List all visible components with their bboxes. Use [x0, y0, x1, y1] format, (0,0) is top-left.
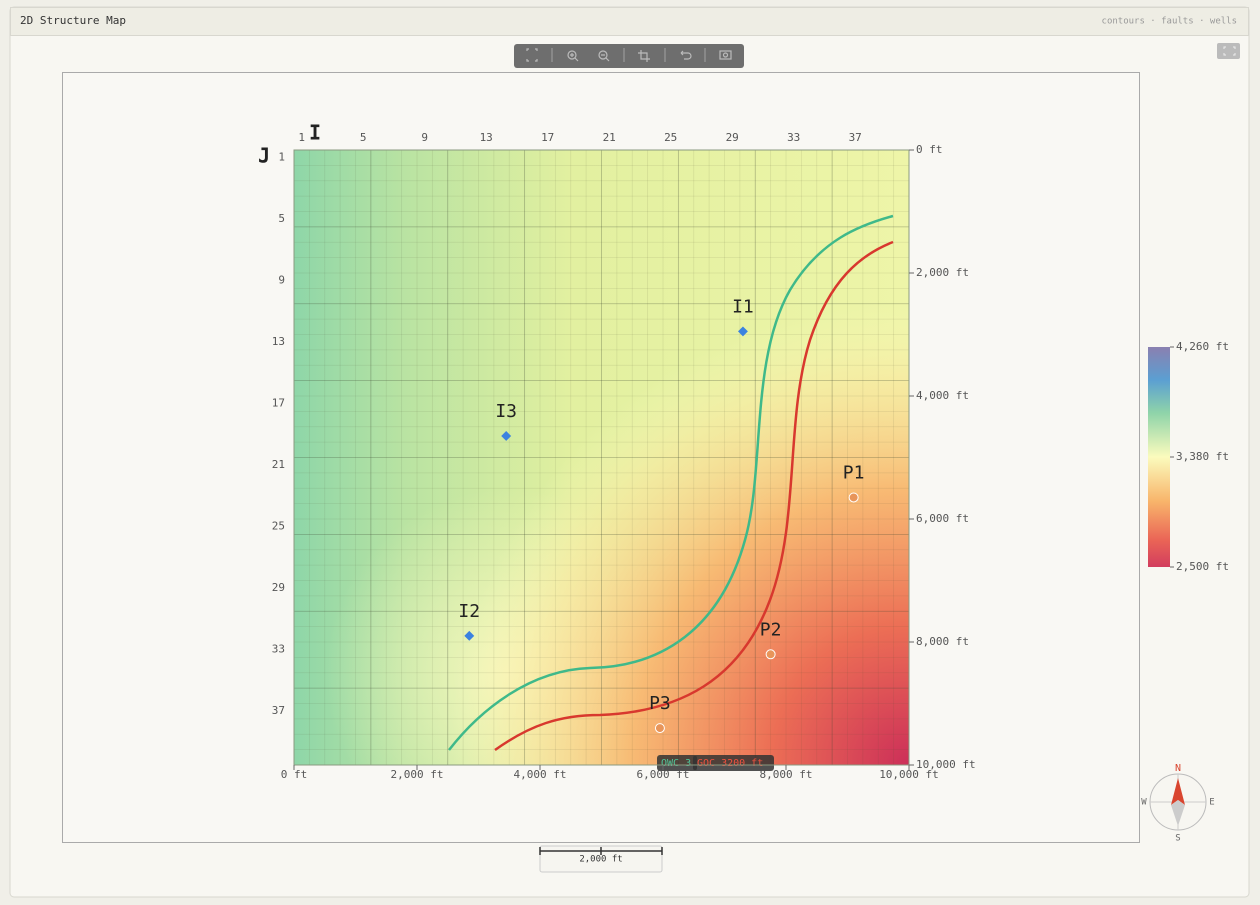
y-tick-label: 2,000 ft [916, 266, 969, 279]
scale-label: 2,000 ft [579, 855, 622, 865]
i-tick-label: 9 [421, 131, 428, 144]
x-tick-label: 0 ft [281, 768, 308, 781]
cell-grid [293, 149, 910, 766]
producer-well [848, 492, 859, 503]
fullscreen-button[interactable] [1217, 43, 1240, 59]
i-tick-label: 17 [541, 131, 554, 144]
producer-well [765, 649, 776, 660]
j-tick-label: 21 [272, 458, 285, 471]
owc-contour [448, 214, 894, 751]
goc-contour [494, 240, 894, 752]
map-border [293, 149, 910, 766]
x-tick-label: 6,000 ft [637, 768, 690, 781]
colorbar [1148, 347, 1170, 567]
owc-label-box [657, 755, 697, 771]
well-label: I2 [458, 601, 480, 622]
colorbar-tick-label: 3,380 ft [1176, 450, 1229, 463]
y-tick-label: 10,000 ft [916, 758, 976, 771]
i-tick-label: 33 [787, 131, 800, 144]
x-tick-label: 4,000 ft [514, 768, 567, 781]
well-label: I3 [495, 401, 517, 422]
y-tick-label: 0 ft [916, 143, 943, 156]
compass [1149, 773, 1207, 831]
zoom-out[interactable] [598, 50, 610, 62]
i-tick-label: 37 [849, 131, 862, 144]
compass-e: E [1209, 798, 1214, 808]
j-tick-label: 9 [278, 274, 285, 287]
i-tick-label: 29 [726, 131, 739, 144]
colorbar-tick-label: 4,260 ft [1176, 340, 1229, 353]
i-tick-label: 25 [664, 131, 677, 144]
j-tick-label: 29 [272, 581, 285, 594]
scale-bar [539, 845, 663, 873]
j-tick-label: 1 [278, 151, 285, 164]
header-bar [10, 7, 1249, 36]
well-label: P1 [843, 462, 865, 483]
j-axis-label: J [258, 144, 270, 168]
well-label: I1 [732, 296, 754, 317]
well-label: P3 [649, 693, 671, 714]
crop[interactable] [638, 50, 650, 62]
zoom-in[interactable] [567, 50, 579, 62]
undo[interactable] [680, 50, 692, 60]
title: 2D Structure Map [20, 14, 126, 27]
snapshot[interactable] [719, 50, 732, 60]
i-tick-label: 5 [360, 131, 367, 144]
layers: contours · faults · wells [1102, 17, 1237, 27]
j-tick-label: 25 [272, 520, 285, 533]
compass-s: S [1175, 834, 1180, 844]
i-tick-label: 1 [298, 131, 305, 144]
i-tick-label: 13 [480, 131, 493, 144]
y-tick-label: 4,000 ft [916, 389, 969, 402]
producer-well [654, 723, 665, 734]
i-tick-label: 21 [603, 131, 616, 144]
well-label: P2 [760, 619, 782, 640]
injector-well [738, 326, 748, 337]
x-tick-label: 8,000 ft [760, 768, 813, 781]
y-tick-label: 6,000 ft [916, 512, 969, 525]
injector-well [464, 630, 475, 641]
x-tick-label: 2,000 ft [391, 768, 444, 781]
structure-surface [294, 150, 909, 765]
owc-label: OWC 3 [661, 758, 691, 769]
goc-label-box [693, 755, 774, 771]
compass-n: N [1175, 763, 1181, 774]
y-tick-label: 8,000 ft [916, 635, 969, 648]
x-tick-label: 10,000 ft [879, 768, 939, 781]
j-tick-label: 17 [272, 397, 285, 410]
fit-button[interactable] [526, 48, 538, 62]
i-axis-label: I [309, 121, 321, 145]
j-tick-label: 33 [272, 643, 285, 656]
injector-well [501, 431, 512, 441]
j-tick-label: 37 [272, 704, 285, 717]
toolbar [514, 44, 744, 68]
compass-w: W [1141, 798, 1147, 808]
colorbar-tick-label: 2,500 ft [1176, 560, 1229, 573]
j-tick-label: 5 [278, 212, 285, 225]
j-tick-label: 13 [272, 335, 285, 348]
goc-label: GOC 3200 ft [697, 758, 763, 769]
